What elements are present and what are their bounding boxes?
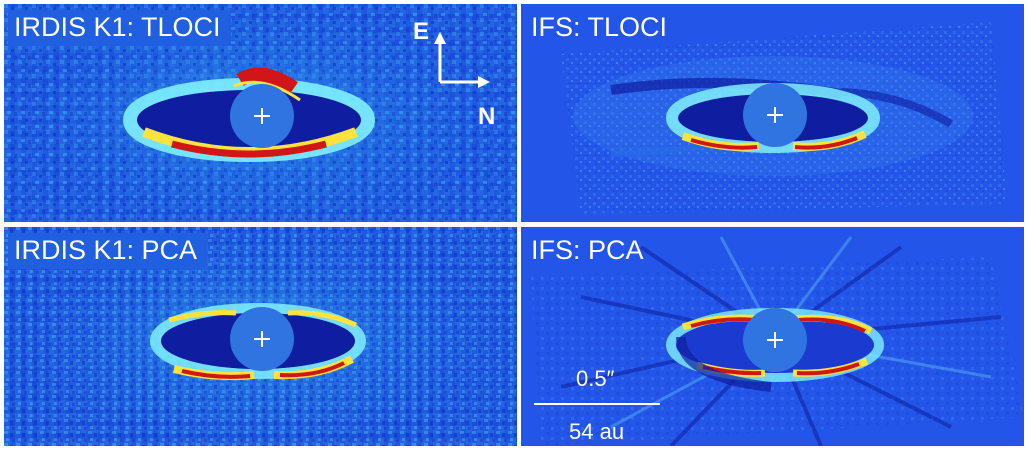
compass-north-label: N (478, 103, 496, 130)
scalebar-physical-label: 54 au (569, 419, 625, 444)
scalebar-line (534, 403, 660, 405)
disk-image-ifs-pca (531, 236, 1024, 446)
disk-image-irdis-tloci (4, 4, 517, 222)
scalebar-angular-label: 0.5″ (576, 366, 615, 391)
compass-east-label: E (413, 18, 430, 45)
panel-label: IFS: TLOCI (531, 12, 668, 42)
disk-image-ifs-tloci (561, 22, 1007, 214)
panel-label: IRDIS K1: PCA (8, 233, 208, 269)
panel-irdis-tloci: IRDIS K1: TLOCI E N (4, 4, 517, 222)
panel-irdis-pca: IRDIS K1: PCA (4, 227, 517, 446)
panel-ifs-pca: IFS: PCA 0.5″ 54 au (521, 227, 1024, 446)
compass-arrows (434, 32, 490, 88)
panel-label: IFS: PCA (531, 235, 644, 265)
panel-ifs-tloci: IFS: TLOCI (521, 4, 1024, 222)
panel-label: IRDIS K1: TLOCI (8, 10, 231, 46)
